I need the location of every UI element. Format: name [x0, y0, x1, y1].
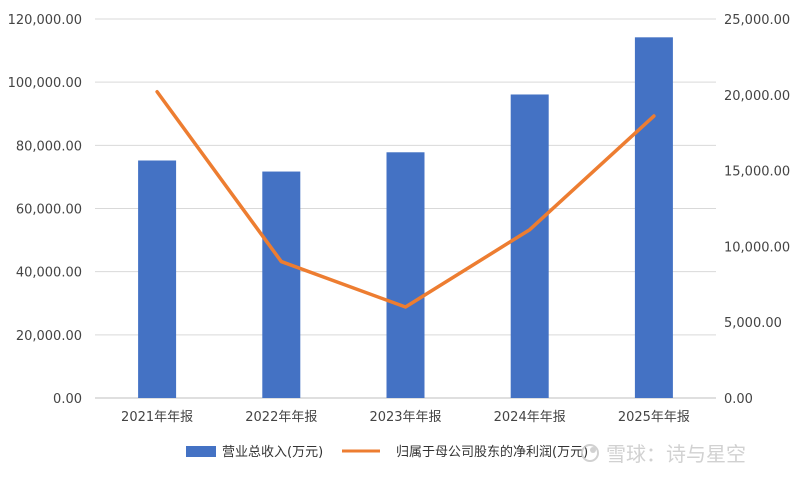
left-tick-label: 100,000.00	[8, 76, 82, 91]
left-tick-label: 20,000.00	[16, 329, 82, 344]
bar	[510, 94, 549, 399]
right-tick-label: 20,000.00	[724, 89, 790, 104]
x-tick-label: 2021年年报	[121, 410, 193, 425]
bar-series	[138, 37, 673, 399]
snowball-icon	[581, 444, 599, 462]
bar	[386, 152, 425, 398]
right-tick-label: 10,000.00	[724, 240, 790, 255]
left-tick-label: 80,000.00	[16, 139, 82, 154]
left-tick-label: 40,000.00	[16, 266, 82, 281]
line-series	[155, 90, 656, 309]
right-y-axis: 0.00 5,000.00 10,000.00 15,000.00 20,000.00 2…	[724, 13, 790, 407]
left-y-axis: 0.00 20,000.00 40,000.00 60,000.00 80,000.00…	[8, 13, 82, 407]
x-tick-label: 2024年年报	[494, 410, 566, 425]
legend-bar-label: 营业总收入(万元)	[222, 445, 323, 460]
left-tick-label: 120,000.00	[8, 13, 82, 28]
bar	[138, 160, 177, 398]
right-tick-label: 0.00	[724, 392, 753, 407]
x-axis: 2021年年报 2022年年报 2023年年报 2024年年报 2025年年报	[121, 410, 690, 425]
watermark: 雪球：诗与星空	[581, 442, 746, 466]
left-tick-label: 0.00	[53, 392, 82, 407]
x-tick-label: 2022年年报	[245, 410, 317, 425]
bar	[634, 37, 673, 399]
right-tick-label: 5,000.00	[724, 316, 782, 331]
watermark-text: 雪球：诗与星空	[606, 442, 746, 466]
legend-bar-swatch	[186, 446, 216, 457]
x-tick-label: 2023年年报	[369, 410, 441, 425]
right-tick-label: 15,000.00	[724, 165, 790, 180]
legend-line-label: 归属于母公司股东的净利润(万元)	[396, 444, 588, 460]
legend: 营业总收入(万元) 归属于母公司股东的净利润(万元)	[186, 444, 588, 460]
left-tick-label: 60,000.00	[16, 203, 82, 218]
bar	[262, 171, 301, 398]
right-tick-label: 25,000.00	[724, 13, 790, 28]
x-tick-label: 2025年年报	[618, 410, 690, 425]
